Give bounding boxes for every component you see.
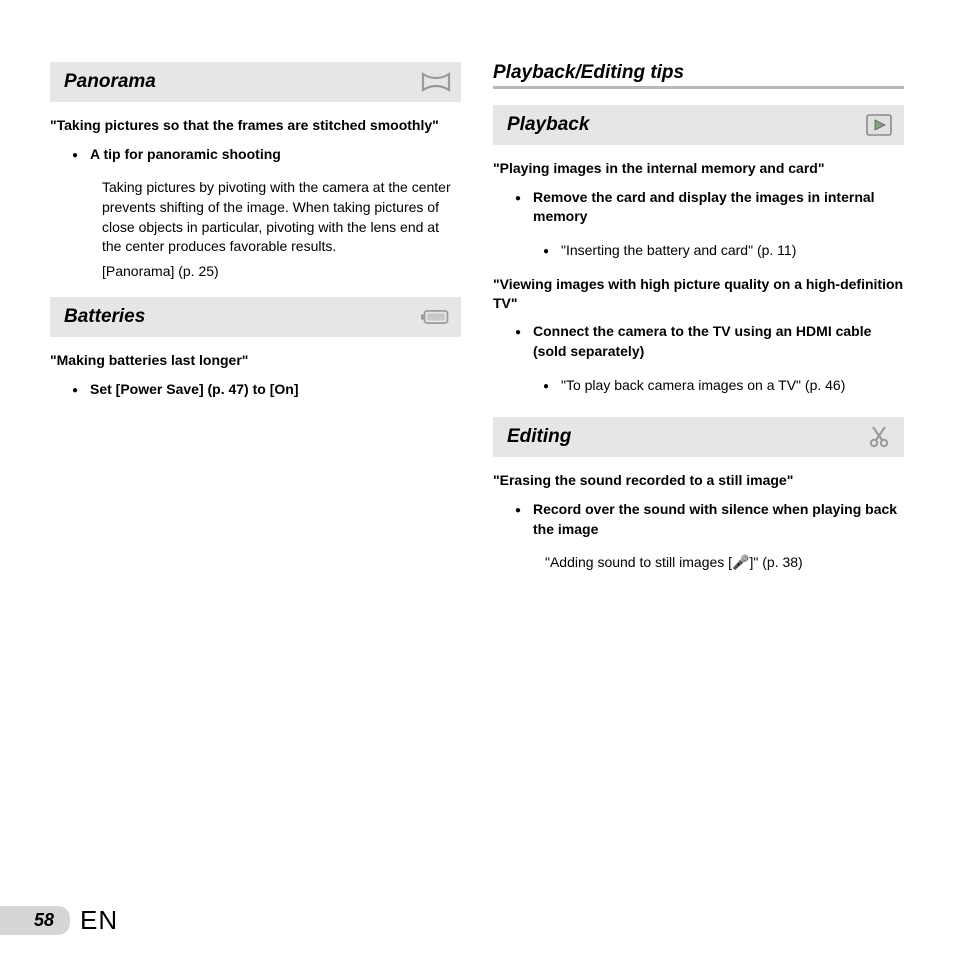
playback-quote2: "Viewing images with high picture qualit… (493, 275, 904, 313)
editing-title: Editing (507, 426, 571, 448)
editing-quote: "Erasing the sound recorded to a still i… (493, 471, 904, 490)
playback-quote1: "Playing images in the internal memory a… (493, 159, 904, 178)
panorama-quote: "Taking pictures so that the frames are … (50, 116, 461, 135)
panorama-tip-body: Taking pictures by pivoting with the cam… (102, 178, 461, 256)
batteries-item: Set [Power Save] (p. 47) to [On] (90, 380, 461, 400)
language-code: EN (80, 905, 118, 936)
panorama-ref: [Panorama] (p. 25) (102, 263, 461, 279)
playback-list2: Connect the camera to the TV using an HD… (493, 322, 904, 361)
playback-sublist1: "Inserting the battery and card" (p. 11) (493, 241, 904, 261)
editing-list: Record over the sound with silence when … (493, 500, 904, 539)
panorama-icon (421, 70, 451, 94)
editing-ref: "Adding sound to still images [🎤]" (p. 3… (545, 553, 904, 573)
playback-sub2: "To play back camera images on a TV" (p.… (561, 376, 904, 396)
editing-header: Editing (493, 417, 904, 457)
scissors-icon (864, 425, 894, 449)
batteries-list: Set [Power Save] (p. 47) to [On] (50, 380, 461, 400)
playback-sublist2: "To play back camera images on a TV" (p.… (493, 376, 904, 396)
playback-title: Playback (507, 114, 589, 136)
page-footer: 58 EN (0, 905, 118, 936)
batteries-quote: "Making batteries last longer" (50, 351, 461, 370)
play-icon (864, 113, 894, 137)
editing-item: Record over the sound with silence when … (533, 500, 904, 539)
page-content: Panorama "Taking pictures so that the fr… (0, 0, 954, 579)
playback-editing-title: Playback/Editing tips (493, 62, 904, 89)
batteries-title: Batteries (64, 306, 145, 328)
panorama-list: A tip for panoramic shooting (50, 145, 461, 165)
page-number: 58 (0, 906, 70, 935)
playback-list1: Remove the card and display the images i… (493, 188, 904, 227)
panorama-header: Panorama (50, 62, 461, 102)
right-column: Playback/Editing tips Playback "Playing … (493, 62, 904, 579)
battery-icon (421, 305, 451, 329)
panorama-title: Panorama (64, 71, 156, 93)
playback-item1: Remove the card and display the images i… (533, 188, 904, 227)
batteries-header: Batteries (50, 297, 461, 337)
playback-sub1: "Inserting the battery and card" (p. 11) (561, 241, 904, 261)
left-column: Panorama "Taking pictures so that the fr… (50, 62, 461, 579)
playback-header: Playback (493, 105, 904, 145)
panorama-tip-label: A tip for panoramic shooting (90, 145, 461, 165)
playback-item2: Connect the camera to the TV using an HD… (533, 322, 904, 361)
